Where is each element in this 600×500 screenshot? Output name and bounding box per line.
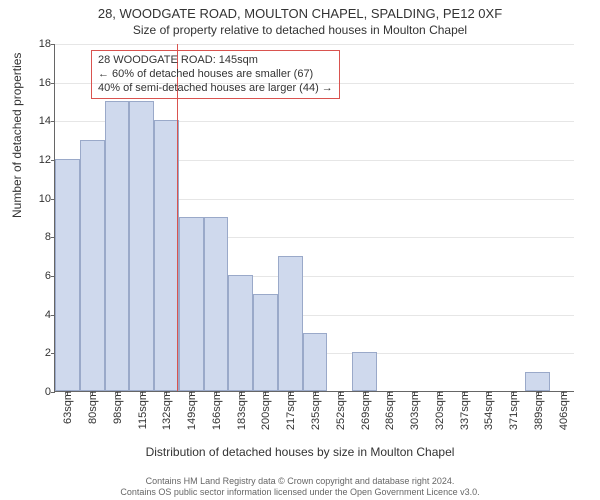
gridline — [55, 44, 574, 45]
ytick-label: 6 — [45, 270, 55, 282]
xtick-label: 217sqm — [283, 391, 297, 430]
xtick-label: 149sqm — [184, 391, 198, 430]
xtick-label: 269sqm — [358, 391, 372, 430]
histogram-bar — [105, 101, 130, 391]
annotation-line: 28 WOODGATE ROAD: 145sqm — [98, 54, 333, 68]
x-axis-label: Distribution of detached houses by size … — [0, 445, 600, 459]
xtick-label: 337sqm — [457, 391, 471, 430]
xtick-label: 200sqm — [258, 391, 272, 430]
ytick-label: 4 — [45, 309, 55, 321]
xtick-label: 80sqm — [85, 391, 99, 424]
histogram-bar — [80, 140, 105, 391]
ytick-label: 8 — [45, 231, 55, 243]
xtick-label: 98sqm — [110, 391, 124, 424]
ytick-label: 16 — [39, 77, 55, 89]
xtick-label: 63sqm — [60, 391, 74, 424]
histogram-bar — [129, 101, 154, 391]
histogram-bar — [179, 217, 204, 391]
xtick-label: 406sqm — [556, 391, 570, 430]
ytick-label: 0 — [45, 386, 55, 398]
xtick-label: 166sqm — [209, 391, 223, 430]
footer-line-1: Contains HM Land Registry data © Crown c… — [0, 476, 600, 487]
footer-line-2: Contains OS public sector information li… — [0, 487, 600, 498]
histogram-bar — [278, 256, 303, 391]
xtick-label: 252sqm — [333, 391, 347, 430]
xtick-label: 389sqm — [531, 391, 545, 430]
xtick-label: 286sqm — [382, 391, 396, 430]
histogram-bar — [204, 217, 229, 391]
xtick-label: 132sqm — [159, 391, 173, 430]
chart-subtitle: Size of property relative to detached ho… — [0, 21, 600, 37]
footer-attribution: Contains HM Land Registry data © Crown c… — [0, 476, 600, 498]
histogram-bar — [154, 120, 179, 391]
annotation-line: 40% of semi-detached houses are larger (… — [98, 82, 333, 96]
ytick-label: 12 — [39, 154, 55, 166]
ytick-label: 14 — [39, 115, 55, 127]
xtick-label: 235sqm — [308, 391, 322, 430]
histogram-bar — [352, 352, 377, 391]
chart-title: 28, WOODGATE ROAD, MOULTON CHAPEL, SPALD… — [0, 0, 600, 21]
xtick-label: 115sqm — [135, 391, 149, 429]
ytick-label: 2 — [45, 347, 55, 359]
y-axis-label: Number of detached properties — [10, 53, 24, 218]
histogram-bar — [253, 294, 278, 391]
histogram-bar — [525, 372, 550, 391]
histogram-bar — [228, 275, 253, 391]
xtick-label: 303sqm — [407, 391, 421, 430]
annotation-line: ← 60% of detached houses are smaller (67… — [98, 68, 333, 82]
ytick-label: 10 — [39, 193, 55, 205]
ytick-label: 18 — [39, 38, 55, 50]
xtick-label: 371sqm — [506, 391, 520, 430]
plot-area: 02468101214161863sqm80sqm98sqm115sqm132s… — [54, 44, 574, 392]
chart-container: 28, WOODGATE ROAD, MOULTON CHAPEL, SPALD… — [0, 0, 600, 500]
histogram-bar — [55, 159, 80, 391]
annotation-box: 28 WOODGATE ROAD: 145sqm← 60% of detache… — [91, 50, 340, 99]
histogram-bar — [303, 333, 328, 391]
xtick-label: 320sqm — [432, 391, 446, 430]
xtick-label: 354sqm — [481, 391, 495, 430]
xtick-label: 183sqm — [234, 391, 248, 430]
